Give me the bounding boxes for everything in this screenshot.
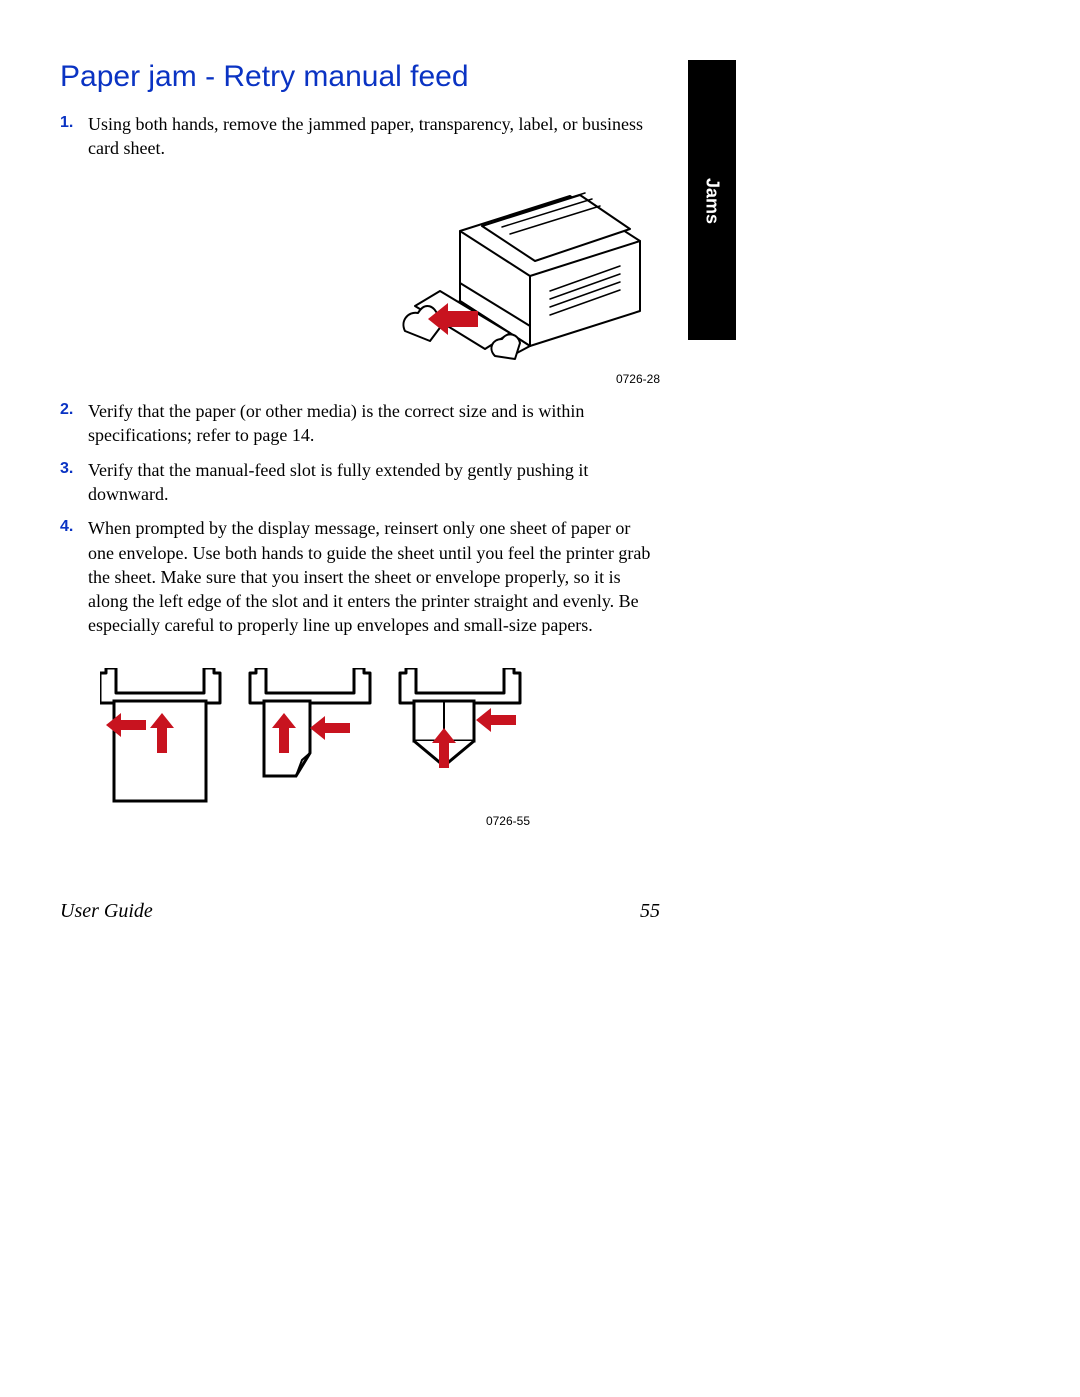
figure-1: 0726-28: [88, 171, 660, 387]
figure-2: 0726-55: [100, 668, 660, 828]
content-column: Paper jam - Retry manual feed Using both…: [60, 60, 660, 828]
footer-left: User Guide: [60, 900, 153, 923]
figure-2-caption: 0726-55: [100, 814, 530, 828]
page-footer: User Guide 55: [60, 900, 660, 923]
step-text: Using both hands, remove the jammed pape…: [88, 114, 643, 158]
step-3: Verify that the manual-feed slot is full…: [60, 458, 660, 507]
feed-panel-1: [100, 668, 220, 801]
feed-alignment-illustration: [100, 668, 530, 808]
footer-page-number: 55: [640, 900, 660, 923]
feed-panel-3: [400, 668, 520, 768]
printer-jam-illustration: [400, 171, 660, 361]
section-tab-label: Jams: [702, 178, 723, 224]
figure-1-caption: 0726-28: [88, 371, 660, 387]
step-2: Verify that the paper (or other media) i…: [60, 399, 660, 448]
step-text: Verify that the manual-feed slot is full…: [88, 460, 588, 504]
step-text: When prompted by the display message, re…: [88, 518, 650, 635]
page: Jams Paper jam - Retry manual feed Using…: [0, 0, 1080, 1397]
step-1: Using both hands, remove the jammed pape…: [60, 112, 660, 387]
steps-list: Using both hands, remove the jammed pape…: [60, 112, 660, 638]
page-title: Paper jam - Retry manual feed: [60, 60, 660, 94]
step-text: Verify that the paper (or other media) i…: [88, 401, 584, 445]
section-tab-jams: Jams: [688, 60, 736, 340]
feed-panel-2: [250, 668, 370, 776]
step-4: When prompted by the display message, re…: [60, 516, 660, 637]
